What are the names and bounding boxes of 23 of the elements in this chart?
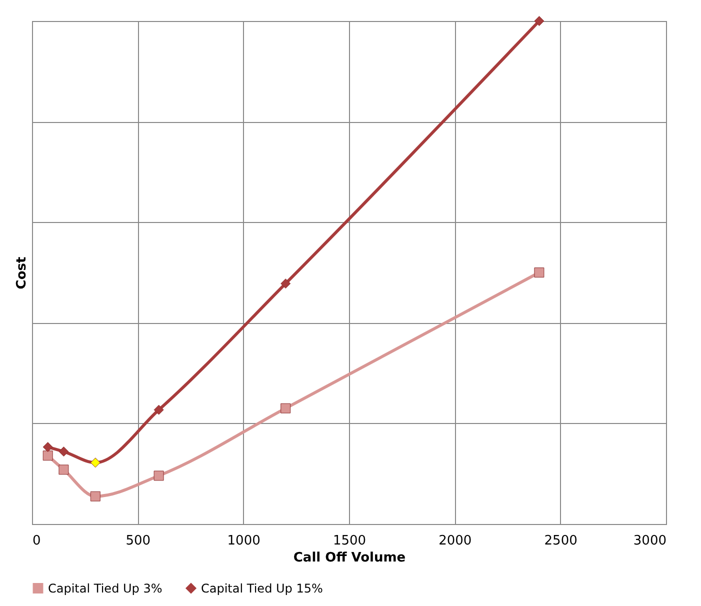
point bbox=[90, 491, 100, 502]
point bbox=[42, 442, 53, 452]
legend-label: Capital Tied Up 3% bbox=[48, 581, 162, 596]
x-tick-label: 2000 bbox=[438, 534, 472, 548]
x-tick-label: 3000 bbox=[633, 534, 666, 548]
x-tick-label: 1500 bbox=[332, 534, 366, 548]
point bbox=[280, 278, 291, 289]
point bbox=[280, 403, 291, 414]
point bbox=[154, 404, 164, 415]
y-axis-title: Cost bbox=[14, 256, 30, 290]
x-tick-label: 500 bbox=[126, 534, 151, 548]
x-tick-label: 1000 bbox=[227, 534, 260, 548]
x-tick-label: 0 bbox=[32, 534, 41, 548]
point bbox=[58, 446, 69, 457]
x-tick-label: 2500 bbox=[544, 534, 578, 548]
point bbox=[42, 450, 53, 461]
point bbox=[534, 268, 544, 278]
legend-label: Capital Tied Up 15% bbox=[201, 581, 323, 596]
x-axis-title: Call Off Volume bbox=[293, 550, 406, 566]
point bbox=[90, 458, 100, 468]
point bbox=[58, 464, 69, 475]
point bbox=[154, 470, 164, 481]
point bbox=[534, 16, 544, 26]
